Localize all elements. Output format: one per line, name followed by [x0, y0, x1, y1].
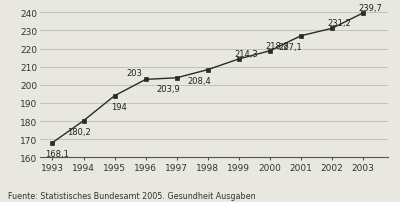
- Text: 203: 203: [126, 69, 142, 78]
- Text: 227,1: 227,1: [278, 43, 302, 52]
- Text: 214,3: 214,3: [234, 50, 258, 59]
- Text: 194: 194: [111, 103, 127, 112]
- Text: 180,2: 180,2: [68, 128, 91, 137]
- Text: 239,7: 239,7: [358, 4, 382, 13]
- Text: 218,8: 218,8: [265, 41, 289, 50]
- Text: 203,9: 203,9: [156, 85, 180, 94]
- Text: 208,4: 208,4: [188, 77, 211, 86]
- Text: 168,1: 168,1: [45, 149, 68, 159]
- Text: Fuente: Statistisches Bundesamt 2005. Gesundheit Ausgaben: Fuente: Statistisches Bundesamt 2005. Ge…: [8, 191, 256, 200]
- Text: 231,2: 231,2: [327, 19, 351, 28]
